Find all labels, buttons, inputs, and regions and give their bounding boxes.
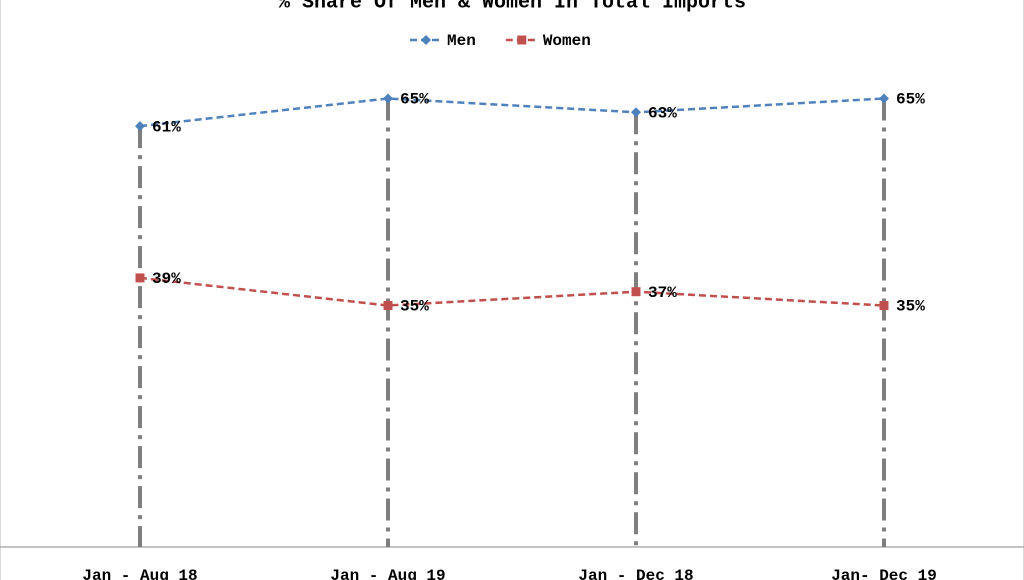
point-marker	[383, 93, 393, 104]
legend-marker	[517, 35, 527, 45]
x-tick-label: Jan - Aug 19	[330, 567, 445, 580]
data-label: 65%	[896, 91, 925, 109]
point-marker	[135, 121, 145, 132]
legend-label: Women	[543, 32, 591, 50]
legend-marker	[421, 35, 431, 45]
chart-title: % Share Of Men & Women In Total Imports	[278, 0, 746, 14]
point-marker	[879, 93, 889, 104]
point-marker	[879, 301, 889, 310]
point-marker	[135, 273, 145, 283]
legend: Men Women	[410, 32, 591, 50]
data-label: 39%	[152, 270, 181, 288]
point-marker	[383, 301, 393, 310]
data-label: 65%	[400, 91, 429, 109]
data-label: 35%	[896, 298, 925, 316]
data-label: 37%	[648, 284, 677, 302]
data-label: 35%	[400, 298, 429, 316]
point-marker	[631, 287, 641, 297]
legend-label: Men	[447, 32, 476, 50]
data-label: 63%	[648, 105, 677, 123]
x-tick-label: Jan - Dec 18	[578, 567, 693, 580]
x-tick-label: Jan- Dec 19	[831, 567, 937, 580]
series-line	[139, 97, 885, 128]
data-label: 61%	[152, 118, 181, 136]
x-tick-label: Jan - Aug 18	[82, 567, 197, 580]
point-marker	[631, 107, 641, 118]
series-line	[139, 276, 885, 307]
